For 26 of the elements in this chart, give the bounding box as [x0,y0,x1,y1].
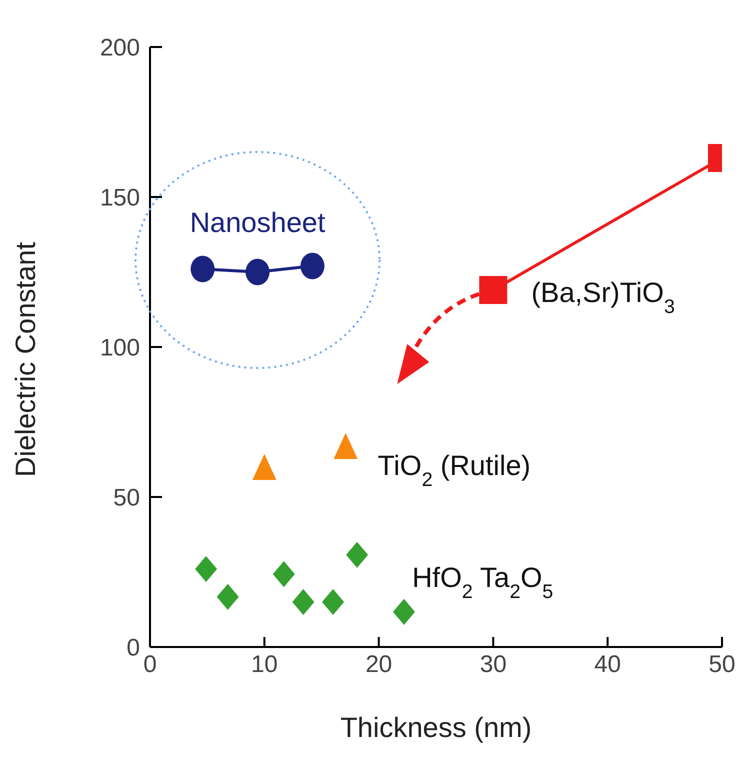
x-tick-label: 20 [365,651,392,678]
point [292,589,314,615]
point [392,598,415,625]
series-label: HfO$_{2}$ Ta$_{2}$O$_{5}$ [412,562,554,603]
x-tick-label: 40 [594,651,621,678]
x-tick-label: 50 [708,651,736,678]
y-tick-label: 100 [100,334,140,362]
point [300,252,324,280]
series-label: Nanosheet [190,207,326,238]
point [190,256,215,282]
x-tick-label: 10 [251,651,278,678]
series-label: (Ba,Sr)TiO$_{3}$ [531,277,675,318]
point [272,561,295,588]
point [322,589,344,615]
point [346,542,368,568]
y-axis-title: Dielectric Constant [10,242,41,477]
series-label: TiO$_{2}$ (Rutile) [378,450,531,491]
y-tick-label: 50 [113,484,140,512]
x-tick-label: 30 [480,651,507,678]
y-tick-label: 200 [100,34,140,62]
x-axis-title: Thickness (nm) [340,712,532,743]
point [216,584,239,610]
point [195,556,218,582]
y-tick-label: 150 [100,184,140,212]
point [246,258,270,286]
x-tick-label: 0 [143,651,157,678]
